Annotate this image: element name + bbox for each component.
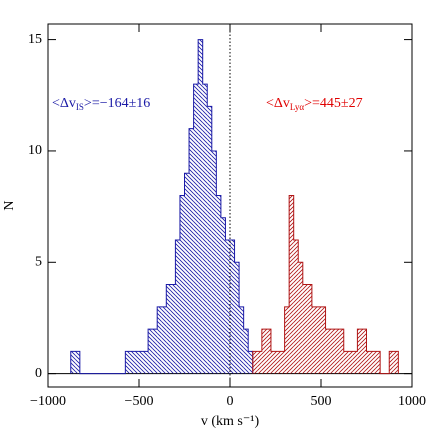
bar — [352, 351, 358, 374]
bar — [216, 195, 221, 374]
bar — [75, 351, 80, 374]
bar — [252, 351, 258, 374]
bar — [148, 329, 153, 374]
bar — [284, 306, 290, 374]
y-tick-label: 10 — [28, 143, 42, 158]
bar — [184, 173, 190, 374]
bar — [298, 262, 303, 374]
annotation: <ΔvLyα>=445±27 — [266, 96, 363, 112]
bar — [139, 351, 144, 374]
bar — [179, 195, 185, 374]
bar — [70, 351, 76, 374]
bar — [270, 351, 276, 374]
bar — [261, 329, 267, 374]
bar — [330, 329, 335, 374]
bar — [257, 351, 262, 374]
bar — [125, 351, 130, 374]
bar — [239, 306, 244, 374]
bar — [361, 329, 367, 374]
annotation-text: >=−164±16 — [84, 96, 150, 111]
x-tick-label: 1000 — [398, 394, 426, 409]
x-tick-label: −1000 — [30, 394, 66, 409]
bar — [307, 284, 312, 374]
bar — [275, 351, 281, 374]
bar — [389, 351, 394, 374]
bar — [339, 329, 344, 374]
bar — [334, 329, 340, 374]
bar — [321, 306, 326, 374]
bar — [202, 84, 208, 374]
histogram-outline — [252, 194, 399, 375]
bar — [289, 195, 294, 374]
bar — [234, 262, 240, 374]
bar — [243, 329, 249, 374]
bar — [325, 329, 331, 374]
y-axis-label: N — [2, 200, 17, 210]
x-tick-label: 500 — [311, 394, 332, 409]
x-tick-label: −500 — [125, 394, 154, 409]
y-tick-label: 0 — [35, 366, 42, 381]
bar — [293, 240, 299, 374]
bar — [302, 284, 308, 374]
annotation-text: >=445±27 — [304, 96, 362, 111]
bar — [248, 351, 253, 374]
bar — [152, 329, 158, 374]
bar — [366, 351, 372, 374]
bar — [375, 351, 381, 374]
annotation-text: <Δv — [266, 96, 290, 111]
bar — [170, 284, 176, 374]
bar — [207, 106, 212, 374]
bar — [316, 306, 321, 374]
bar — [220, 217, 226, 374]
bar — [348, 351, 353, 374]
annotation-subscript: Lyα — [290, 102, 305, 112]
bar — [189, 128, 194, 374]
bar — [161, 306, 167, 374]
bar — [371, 351, 376, 374]
bar — [166, 284, 171, 374]
bar — [266, 329, 271, 374]
annotation: <ΔvIS>=−164±16 — [52, 96, 150, 112]
bar — [175, 240, 180, 374]
x-tick-label: 0 — [227, 394, 234, 409]
bar — [143, 351, 149, 374]
x-axis-label: v (km s⁻¹) — [201, 414, 260, 429]
bar — [198, 39, 203, 374]
histogram-outline — [70, 39, 254, 375]
bar — [211, 150, 217, 374]
annotation-text: <Δv — [52, 96, 76, 111]
bar — [157, 306, 162, 374]
bar — [230, 240, 235, 374]
bar — [129, 351, 135, 374]
y-tick-label: 15 — [28, 32, 42, 47]
bar — [357, 329, 362, 374]
bar — [134, 351, 139, 374]
bar — [311, 306, 317, 374]
bar — [225, 240, 230, 374]
bar — [393, 351, 399, 374]
bar — [193, 84, 199, 374]
bar — [343, 351, 349, 374]
y-tick-label: 5 — [35, 255, 42, 270]
bar — [280, 351, 285, 374]
annotation-subscript: IS — [76, 102, 84, 112]
